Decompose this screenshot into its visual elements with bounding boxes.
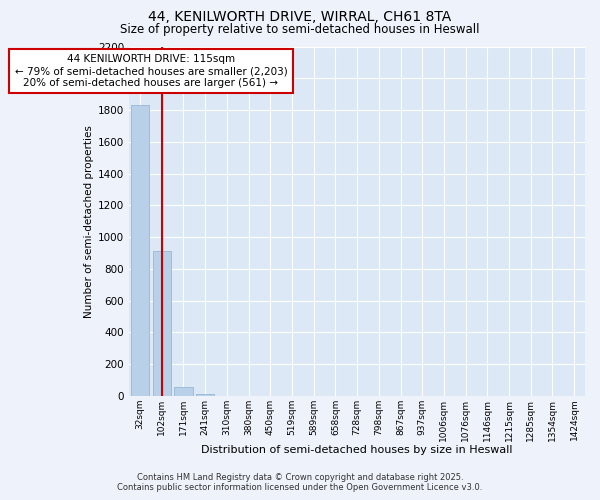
Bar [131, 106, 149, 396]
Y-axis label: Number of semi-detached properties: Number of semi-detached properties [84, 125, 94, 318]
X-axis label: Distribution of semi-detached houses by size in Heswall: Distribution of semi-detached houses by … [202, 445, 513, 455]
Text: 44 KENILWORTH DRIVE: 115sqm
← 79% of semi-detached houses are smaller (2,203)
20: 44 KENILWORTH DRIVE: 115sqm ← 79% of sem… [14, 54, 287, 88]
Text: 44, KENILWORTH DRIVE, WIRRAL, CH61 8TA: 44, KENILWORTH DRIVE, WIRRAL, CH61 8TA [148, 10, 452, 24]
Text: Size of property relative to semi-detached houses in Heswall: Size of property relative to semi-detach… [120, 22, 480, 36]
Bar [174, 387, 193, 396]
Bar [196, 394, 214, 396]
Bar [152, 252, 171, 396]
Text: Contains HM Land Registry data © Crown copyright and database right 2025.
Contai: Contains HM Land Registry data © Crown c… [118, 473, 482, 492]
